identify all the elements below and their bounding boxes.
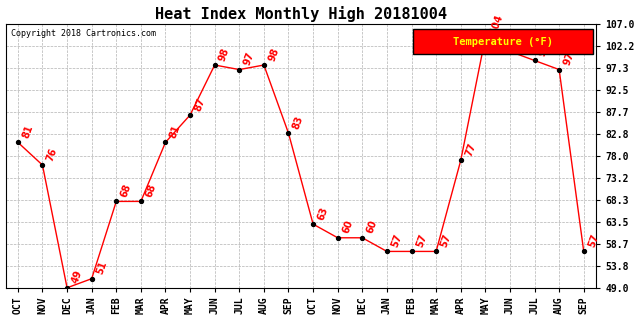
Point: [431, 249, 441, 254]
Point: [554, 67, 564, 72]
Text: 57: 57: [414, 233, 428, 249]
Point: [234, 67, 244, 72]
Point: [86, 276, 97, 281]
Text: 81: 81: [20, 123, 35, 140]
Text: 68: 68: [119, 182, 133, 199]
Text: 60: 60: [365, 219, 379, 235]
Point: [111, 199, 122, 204]
Text: 98: 98: [218, 46, 232, 62]
Point: [406, 249, 417, 254]
Point: [333, 235, 343, 240]
Text: 81: 81: [168, 123, 182, 140]
Point: [13, 140, 23, 145]
Text: 60: 60: [340, 219, 355, 235]
Text: 99: 99: [538, 42, 551, 58]
Text: 97: 97: [562, 51, 576, 67]
Point: [136, 199, 146, 204]
Text: 57: 57: [586, 233, 600, 249]
Text: 97: 97: [242, 51, 256, 67]
Text: 51: 51: [95, 260, 108, 276]
Point: [480, 35, 490, 40]
Title: Heat Index Monthly High 20181004: Heat Index Monthly High 20181004: [155, 5, 447, 21]
Point: [529, 58, 540, 63]
Point: [357, 235, 367, 240]
Text: 87: 87: [193, 96, 207, 112]
Text: 104: 104: [488, 12, 504, 35]
Point: [579, 249, 589, 254]
Point: [185, 112, 195, 117]
Point: [456, 158, 466, 163]
Text: 76: 76: [45, 146, 60, 162]
Point: [62, 285, 72, 290]
Text: Temperature (°F): Temperature (°F): [453, 37, 554, 47]
Text: 49: 49: [70, 269, 84, 285]
Text: 63: 63: [316, 205, 330, 221]
Point: [259, 62, 269, 68]
Point: [382, 249, 392, 254]
Text: 57: 57: [439, 233, 453, 249]
Text: 83: 83: [291, 114, 305, 131]
Point: [505, 49, 515, 54]
Point: [37, 163, 47, 168]
Point: [308, 221, 318, 227]
Text: 98: 98: [267, 46, 281, 62]
Text: 101: 101: [513, 26, 529, 49]
Text: 68: 68: [143, 182, 157, 199]
Point: [284, 131, 294, 136]
Point: [161, 140, 171, 145]
FancyBboxPatch shape: [413, 29, 593, 54]
Text: Copyright 2018 Cartronics.com: Copyright 2018 Cartronics.com: [12, 29, 156, 38]
Text: 57: 57: [390, 233, 404, 249]
Text: 77: 77: [463, 142, 477, 158]
Point: [209, 62, 220, 68]
